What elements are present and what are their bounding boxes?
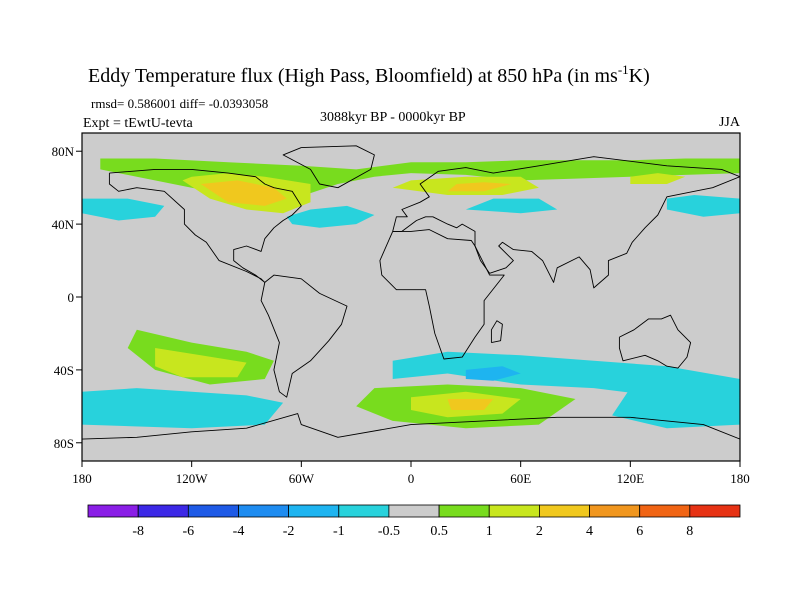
coastline-australia (618, 314, 692, 369)
contour-region-siberia-positive (630, 173, 686, 184)
season-label: JJA (719, 115, 741, 130)
coastlines (82, 145, 740, 440)
colorbar-label: 4 (586, 524, 593, 539)
colorbar-swatch (539, 504, 591, 518)
colorbar-label: -0.5 (378, 524, 400, 539)
contour-region-canada-positive-2 (200, 180, 287, 206)
colorbar-label: 0.5 (430, 524, 448, 539)
x-tick-label: 60E (510, 471, 531, 486)
y-tick-label: 0 (68, 290, 75, 305)
coastline-south-america (260, 274, 348, 398)
colorbar-label: -8 (132, 524, 144, 539)
colorbar-swatch (338, 504, 390, 518)
y-tick-label: 40N (52, 217, 75, 232)
colorbar-swatch (438, 504, 490, 518)
colorbar-label: 8 (686, 524, 693, 539)
contour-region-southern-ocean-negative-1 (82, 388, 284, 429)
x-tick-label: 120W (176, 471, 209, 486)
colorbar-label: -2 (283, 524, 295, 539)
x-tick-label: 0 (408, 471, 415, 486)
contour-region-indian-ocean-negative-strong (465, 366, 521, 381)
coastline-eurasia (392, 156, 740, 289)
contour-regions (82, 158, 740, 429)
x-tick-label: 180 (72, 471, 92, 486)
coastline-north-america (108, 168, 302, 283)
y-tick-label: 80N (52, 144, 75, 159)
contour-region-pacific-southwest-negative (612, 388, 740, 429)
colorbar-swatch (87, 504, 139, 518)
experiment-label: Expt = tEwtU-tevta (83, 116, 194, 131)
colorbar-label: -6 (182, 524, 194, 539)
contour-region-southern-ocean-negative-2 (392, 351, 740, 398)
colorbar-swatch (238, 504, 290, 518)
colorbar-swatch (137, 504, 189, 518)
colorbar-swatch (589, 504, 641, 518)
colorbar-label: 1 (486, 524, 493, 539)
contour-region-asia-north-negative (465, 198, 558, 214)
colorbar-swatch (187, 504, 239, 518)
colorbar-label: 6 (636, 524, 643, 539)
colorbar: -8 -6 -4 -2 -1 -0.5 0.5 1 2 4 6 8 (87, 504, 741, 539)
contour-region-europe-positive-2 (447, 182, 512, 192)
colorbar-label: 2 (536, 524, 543, 539)
stats-label: rmsd= 0.586001 diff= -0.0393058 (91, 96, 268, 111)
period-label: 3088kyr BP - 0000kyr BP (320, 110, 466, 125)
coastline-madagascar (490, 320, 503, 344)
colorbar-swatch (488, 504, 540, 518)
x-tick-label: 60W (289, 471, 315, 486)
x-tick-label: 120E (617, 471, 645, 486)
colorbar-swatch (388, 504, 440, 518)
contour-region-pacific-east-negative (666, 195, 740, 217)
colorbar-swatch (689, 504, 741, 518)
y-tick-label: 80S (54, 436, 74, 451)
contour-region-southern-ocean-positive-3 (447, 399, 494, 410)
y-tick-label: 40S (54, 363, 74, 378)
coastline-greenland (282, 145, 375, 189)
coastline-antarctica (82, 413, 740, 440)
colorbar-swatch (639, 504, 691, 518)
contour-region-pacific-south-positive-2 (155, 348, 247, 378)
coastline-eurasia-africa (379, 229, 505, 360)
x-tick-label: 180 (730, 471, 750, 486)
contour-region-pacific-north-negative-1 (82, 198, 165, 221)
map-axes: 180 120W 60W 0 60E 120E 180 80N 40N 0 40S 80S (52, 144, 750, 486)
contour-region-atlantic-north-negative (286, 205, 375, 228)
colorbar-label: -1 (333, 524, 345, 539)
colorbar-label: -4 (233, 524, 245, 539)
chart-title: Eddy Temperature flux (High Pass, Bloomf… (88, 62, 650, 87)
colorbar-swatch (288, 504, 340, 518)
